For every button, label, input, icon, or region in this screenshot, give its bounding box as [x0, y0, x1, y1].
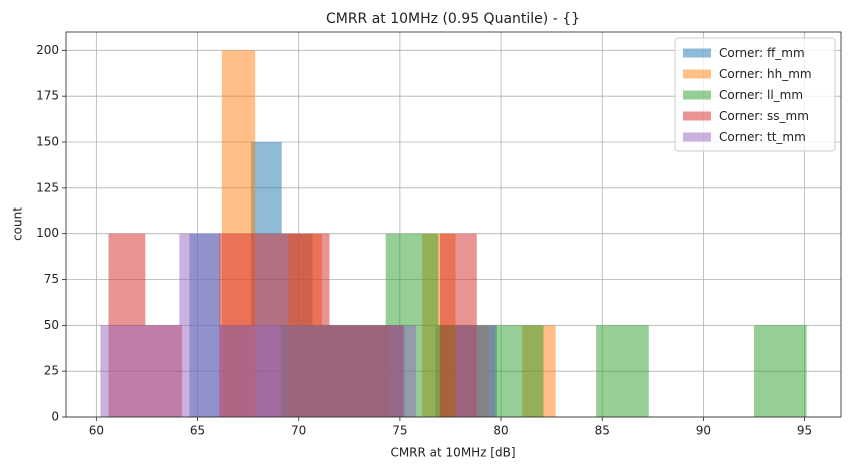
- x-tick-label: 75: [392, 424, 407, 438]
- histogram-bar: [376, 325, 417, 417]
- histogram-bar: [258, 325, 298, 417]
- y-tick-label: 175: [36, 89, 59, 103]
- x-tick-label: 70: [291, 424, 306, 438]
- y-tick-label: 25: [44, 364, 59, 378]
- legend-swatch: [683, 48, 711, 58]
- x-tick-label: 85: [595, 424, 610, 438]
- histogram-bar: [218, 325, 259, 417]
- legend-label: Corner: ff_mm: [719, 46, 805, 60]
- histogram-bar: [596, 325, 649, 417]
- legend-swatch: [683, 132, 711, 142]
- histogram-bar: [139, 325, 180, 417]
- legend-label: Corner: ll_mm: [719, 88, 803, 102]
- legend-swatch: [683, 69, 711, 79]
- histogram-bar: [179, 233, 219, 417]
- x-axis-label: CMRR at 10MHz [dB]: [390, 446, 515, 460]
- histogram-bar: [100, 325, 140, 417]
- y-tick-label: 150: [36, 135, 59, 149]
- legend-label: Corner: tt_mm: [719, 130, 806, 144]
- legend-swatch: [683, 90, 711, 100]
- legend-swatch: [683, 111, 711, 121]
- y-tick-label: 100: [36, 226, 59, 240]
- y-tick-label: 125: [36, 180, 59, 194]
- chart-title: CMRR at 10MHz (0.95 Quantile) - {}: [326, 11, 580, 27]
- histogram-bar: [297, 325, 338, 417]
- x-tick-label: 90: [696, 424, 711, 438]
- x-tick-label: 65: [190, 424, 205, 438]
- histogram-bar: [490, 325, 544, 417]
- histogram-bar: [455, 325, 495, 417]
- y-tick-label: 200: [36, 43, 59, 57]
- histogram-bar: [337, 325, 377, 417]
- plot-frame: [65, 31, 842, 418]
- legend-label: Corner: hh_mm: [719, 67, 812, 81]
- y-tick-label: 75: [44, 272, 59, 286]
- x-tick-label: 80: [493, 424, 508, 438]
- y-axis-label: count: [11, 207, 25, 241]
- y-tick-label: 0: [51, 410, 59, 424]
- x-tick-label: 95: [797, 424, 812, 438]
- legend-label: Corner: ss_mm: [719, 109, 809, 123]
- y-tick-label: 50: [44, 318, 59, 332]
- x-tick-label: 60: [89, 424, 104, 438]
- legend-box: [674, 37, 836, 152]
- histogram-bar: [753, 325, 807, 417]
